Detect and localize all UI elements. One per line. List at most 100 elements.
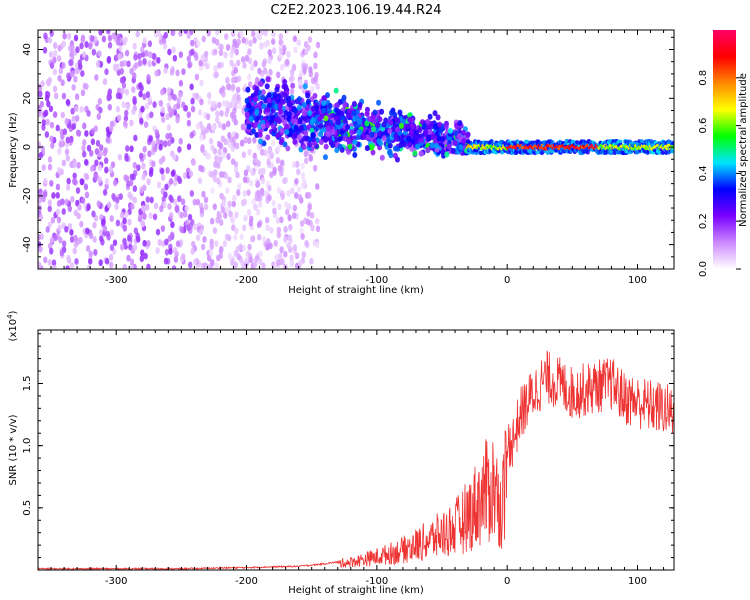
spectrogram-point [172,54,178,62]
spectrogram-point [140,46,145,53]
spectrogram-point [236,59,241,67]
spectrogram-point [172,179,178,187]
spectrogram-frame [37,29,675,270]
spectrogram-point [269,171,274,179]
spectrogram-point [107,103,113,111]
spectrogram-point [217,148,222,156]
spectrogram-point [118,193,123,201]
spectrogram-point [292,204,298,212]
spectrogram-point [230,30,236,38]
spectrogram-point [56,216,62,224]
spectrogram-point [152,213,158,221]
spectrogram-point [391,126,397,133]
spectrogram-point [209,170,214,178]
spectrogram-point [65,265,70,269]
spectrogram-point [42,191,48,198]
spectrogram-point [114,203,119,211]
spectrogram-point [283,110,289,117]
spectrogram-point [70,195,75,203]
spectrogram-point [147,60,152,68]
spectrogram-point [61,92,67,100]
spectrogram-point [88,232,94,240]
snr-y-label: SNR (10 * v/v) [8,414,19,485]
spectrogram-point [246,123,252,130]
spectrogram-point [198,59,203,67]
spectrogram-point [113,65,118,72]
colorbar: 0.0 0.2 0.4 0.6 0.8 Normalized spectral ampl… [698,30,749,277]
spectrogram-point [239,233,244,241]
spectrogram-point [175,116,180,124]
spectrogram-point [166,139,172,147]
spectrogram-point [265,76,271,83]
spectrogram-point [106,57,112,64]
spectrogram-point [175,240,181,248]
spectrogram-point [293,46,298,54]
spectrogram-point [88,250,93,258]
spectrogram-point [93,249,98,256]
spectrogram-point [203,203,209,211]
spectrogram-point [53,92,59,100]
spectrogram-point [312,92,318,99]
spectrogram-point [216,140,222,148]
spectrogram-point [289,254,294,262]
spectrogram-point [310,77,316,85]
spectrogram-point [139,84,144,92]
spectrogram-point [168,177,174,185]
spectrogram-point [132,185,138,193]
spectrogram-point [275,259,281,267]
spectrogram-point [167,94,172,102]
spectrogram-point [266,102,272,109]
spectrogram-point [225,83,231,91]
spectrogram-point [84,130,89,137]
spectrogram-point [174,204,180,212]
snr-x-label: Height of straight line (km) [288,585,424,596]
spectrogram-point [214,116,220,124]
spectrogram-point [58,141,63,149]
spectrogram-point [419,137,425,144]
spectrogram-point [237,183,242,190]
spectrogram-point [127,191,132,199]
spectrogram-point [125,103,131,111]
spectrogram-point [183,104,189,112]
spectrogram-point [241,224,247,232]
spectrogram-point [305,218,311,226]
spectrogram-point [242,176,248,184]
spectrogram-point [73,75,78,83]
spectrogram-point [80,36,85,44]
spectrogram-point [276,71,281,79]
spectrogram-point [352,152,358,159]
spectrogram-point [307,191,312,199]
spectrogram-point [75,129,81,137]
spectrogram-point [670,149,674,154]
spectrogram-point [302,66,307,74]
spectrogram-point [364,145,370,152]
spectrogram-point [292,138,298,145]
spectrogram-point [89,165,95,172]
spectrogram-point [261,235,267,243]
spectrogram-point [361,133,367,140]
spectrogram-point [313,62,318,70]
spectrogram-point [461,138,467,145]
spectrogram-point [124,154,129,162]
spectrogram-point [243,169,249,177]
spectrogram-point [92,236,97,243]
spectrogram-point [148,135,153,142]
spectrogram-point [234,48,239,56]
spectrogram-x-tick-label: 0 [504,275,510,286]
spectrogram-point [82,122,87,130]
spectrogram-point [72,172,77,180]
spectrogram-point [395,117,401,124]
spectrogram-point [172,247,178,254]
spectrogram-point [299,220,305,227]
spectrogram-point [231,83,236,91]
spectrogram-point [66,254,71,262]
spectrogram-point [148,212,153,220]
spectrogram-point [88,42,93,50]
spectrogram-point [412,150,418,157]
spectrogram-point [418,150,424,157]
spectrogram-point [47,205,52,213]
spectrogram-point [107,88,113,96]
spectrogram-point [244,111,250,118]
spectrogram-point [284,30,289,35]
spectrogram-point [270,38,276,46]
